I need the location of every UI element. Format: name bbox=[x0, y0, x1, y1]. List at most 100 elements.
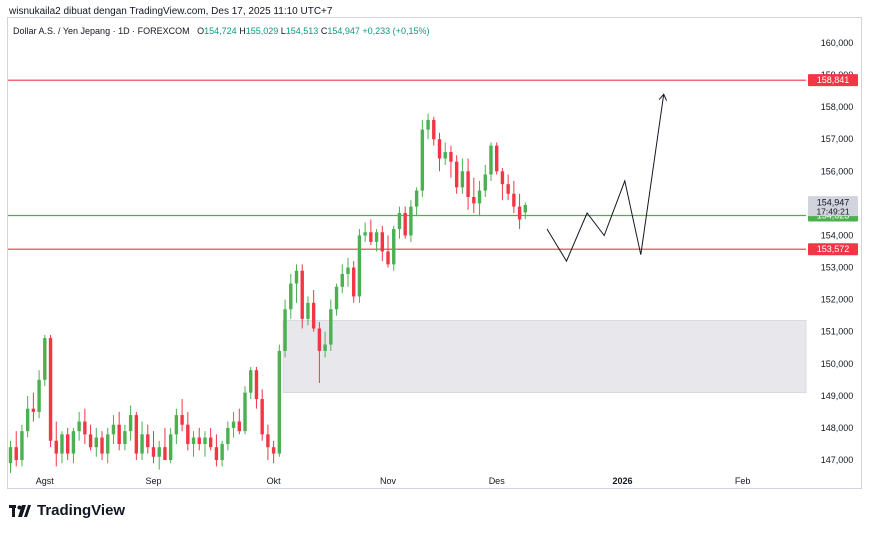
y-tick-label: 157,000 bbox=[821, 134, 854, 144]
candle-body bbox=[71, 431, 76, 454]
candle-body bbox=[317, 328, 322, 351]
candle-body bbox=[466, 171, 470, 197]
candle-body bbox=[117, 424, 121, 444]
candle-body bbox=[403, 213, 407, 236]
candle-body bbox=[168, 434, 173, 460]
x-tick-label: Nov bbox=[380, 476, 397, 486]
candle-body bbox=[254, 370, 259, 400]
chart-caption: wisnukaila2 dibuat dengan TradingView.co… bbox=[9, 6, 333, 17]
current-price-tag bbox=[808, 196, 858, 217]
candle-body bbox=[60, 434, 64, 454]
candle-body bbox=[48, 338, 53, 441]
y-tick-label: 147,000 bbox=[821, 455, 854, 465]
candle-body bbox=[437, 139, 442, 159]
candle-body bbox=[77, 421, 81, 432]
candle-body bbox=[54, 440, 58, 454]
low-value: 154,513 bbox=[285, 26, 319, 36]
candle-body bbox=[151, 447, 156, 457]
candle-body bbox=[334, 286, 339, 310]
candle-body bbox=[340, 273, 344, 287]
candle-body bbox=[157, 447, 161, 457]
x-tick-label: 2026 bbox=[613, 476, 633, 486]
candle-body bbox=[180, 415, 184, 425]
candle-body bbox=[397, 213, 402, 230]
candle-body bbox=[209, 437, 213, 448]
y-tick-label: 148,000 bbox=[821, 423, 854, 433]
price-line-tag bbox=[808, 243, 858, 256]
candle-body bbox=[20, 431, 24, 460]
current-price-label: 154,947 bbox=[817, 198, 850, 208]
open-value: 154,724 bbox=[204, 26, 237, 36]
candle-body bbox=[191, 437, 196, 444]
price-zone-rect bbox=[282, 320, 807, 393]
candle-body bbox=[449, 152, 453, 162]
candle-body bbox=[392, 229, 396, 265]
symbol-legend[interactable]: Dollar A.S. / Yen Jepang · 1D · FOREXCOM… bbox=[13, 26, 429, 36]
candle-body bbox=[363, 232, 367, 236]
candle-body bbox=[329, 309, 333, 345]
candle-body bbox=[460, 171, 465, 188]
candle-body bbox=[420, 129, 425, 191]
candle-body bbox=[512, 193, 516, 207]
candle-body bbox=[311, 302, 316, 329]
candle-body bbox=[432, 119, 436, 140]
candle-body bbox=[414, 190, 419, 207]
y-tick-label: 151,000 bbox=[821, 327, 854, 337]
price-line-tag bbox=[808, 74, 858, 87]
candle-body bbox=[146, 434, 150, 448]
candle-body bbox=[83, 421, 87, 435]
price-line-tag-label: 158,841 bbox=[817, 75, 850, 85]
candle-body bbox=[409, 206, 413, 236]
candle-body bbox=[163, 447, 167, 460]
candle-body bbox=[231, 421, 236, 428]
candle-body bbox=[500, 171, 505, 185]
close-value: 154,947 bbox=[327, 26, 360, 36]
y-tick-label: 156,000 bbox=[821, 166, 854, 176]
candle-body bbox=[25, 408, 30, 432]
high-label: H bbox=[239, 26, 246, 36]
candle-body bbox=[506, 184, 510, 194]
candle-body bbox=[294, 270, 299, 284]
projection-arrow-head bbox=[658, 93, 668, 101]
candle-body bbox=[483, 174, 487, 191]
candle-body bbox=[66, 434, 70, 454]
candle-body bbox=[140, 434, 144, 454]
y-tick-label: 158,000 bbox=[821, 102, 854, 112]
candle-body bbox=[454, 161, 459, 188]
x-tick-label: Agst bbox=[36, 476, 55, 486]
y-tick-label: 154,000 bbox=[821, 230, 854, 240]
candle-body bbox=[289, 283, 293, 310]
brand-footer[interactable]: TradingView bbox=[9, 502, 125, 519]
candle-body bbox=[260, 399, 264, 435]
candle-body bbox=[323, 344, 327, 351]
candle-body bbox=[128, 415, 133, 432]
x-tick-label: Des bbox=[489, 476, 506, 486]
candle-body bbox=[220, 443, 224, 460]
brand-name: TradingView bbox=[37, 502, 126, 519]
tradingview-logo-icon bbox=[9, 504, 31, 517]
candle-body bbox=[495, 145, 499, 172]
candle-body bbox=[100, 437, 104, 454]
y-tick-label: 150,000 bbox=[821, 359, 854, 369]
candle-body bbox=[197, 437, 201, 444]
candle-body bbox=[352, 267, 356, 297]
candle-body bbox=[306, 302, 310, 319]
candle-body bbox=[477, 190, 482, 204]
candle-body bbox=[489, 145, 493, 175]
candle-body bbox=[357, 235, 362, 297]
candle-body bbox=[300, 270, 304, 319]
candle-body bbox=[380, 232, 384, 252]
y-tick-label: 160,000 bbox=[821, 38, 854, 48]
candle-body bbox=[174, 415, 179, 435]
candle-body bbox=[214, 447, 219, 460]
candle-body bbox=[123, 431, 127, 444]
x-tick-label: Feb bbox=[735, 476, 751, 486]
candle-body bbox=[31, 408, 36, 412]
candle-body bbox=[277, 350, 282, 454]
low-label: L bbox=[280, 26, 286, 36]
y-tick-label: 149,000 bbox=[821, 391, 854, 401]
candle-body bbox=[186, 424, 190, 444]
candle-body bbox=[266, 434, 270, 448]
candle-body bbox=[37, 379, 41, 412]
